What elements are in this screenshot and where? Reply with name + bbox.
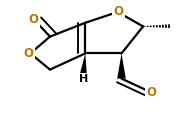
Text: O: O (114, 5, 124, 18)
Text: O: O (146, 86, 157, 99)
Text: O: O (24, 47, 34, 60)
Text: O: O (28, 13, 38, 26)
Polygon shape (80, 53, 87, 75)
Polygon shape (117, 53, 126, 79)
Text: H: H (79, 74, 88, 84)
